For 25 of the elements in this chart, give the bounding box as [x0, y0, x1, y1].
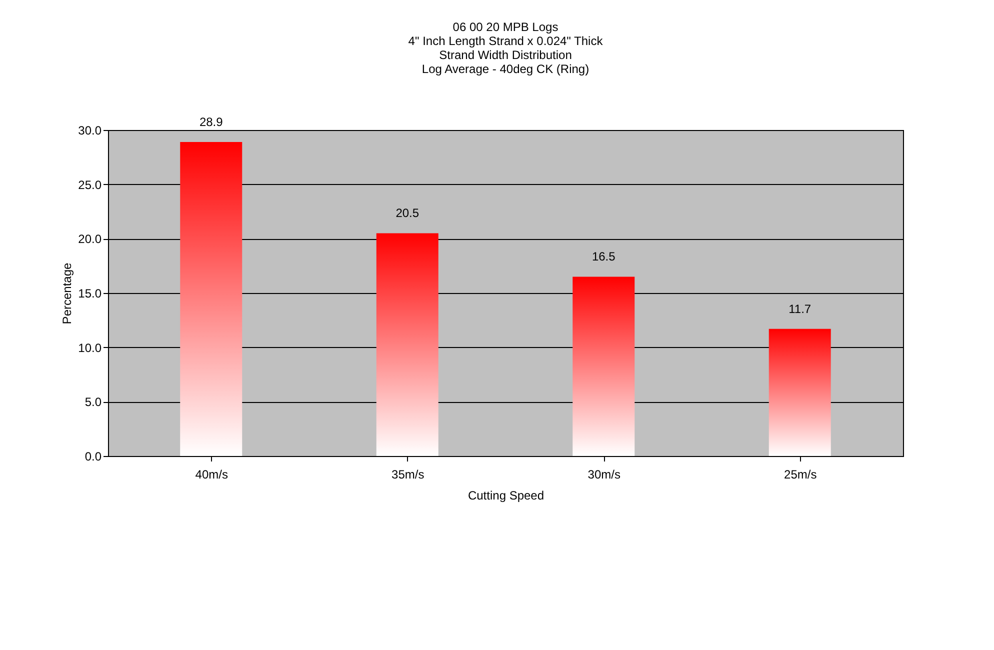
- bar: [768, 328, 831, 456]
- y-tick-label: 15.0: [78, 286, 102, 300]
- y-tick-label: 0.0: [84, 450, 102, 464]
- x-axis-title: Cutting Speed: [468, 488, 544, 502]
- y-axis-title: Percentage: [60, 262, 74, 324]
- bar: [572, 276, 635, 456]
- x-tick-label: 25m/s: [784, 468, 817, 482]
- y-tick-label: 5.0: [84, 395, 102, 410]
- y-tick-label: 25.0: [78, 178, 102, 192]
- y-tick-label: 20.0: [78, 232, 102, 246]
- text: Log Average - 40deg CK (Ring): [422, 62, 590, 76]
- y-tick-label: 10.0: [78, 340, 102, 355]
- bar: [180, 142, 242, 456]
- data-label: 16.5: [592, 250, 616, 264]
- x-tick-label: 40m/s: [195, 468, 228, 482]
- x-tick-label: 35m/s: [392, 468, 424, 482]
- data-label: 28.9: [199, 114, 224, 129]
- data-label: 11.7: [788, 302, 812, 316]
- text: Strand Width Distribution: [439, 48, 572, 62]
- data-label: 20.5: [396, 206, 420, 220]
- y-tick-label: 30.0: [78, 124, 102, 138]
- x-tick-label: 30m/s: [588, 468, 620, 482]
- text: 06 00 20 MPB Logs: [452, 20, 558, 34]
- text: 4" Inch Length Strand x 0.024" Thick: [408, 34, 603, 48]
- bar: [376, 233, 438, 456]
